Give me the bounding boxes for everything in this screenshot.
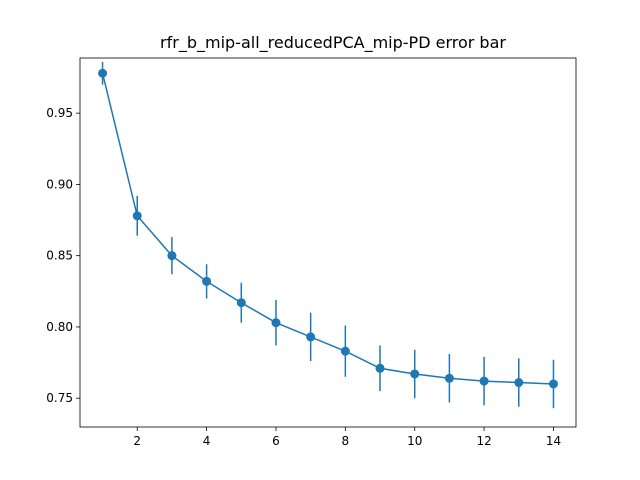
data-point	[271, 318, 281, 328]
data-point	[340, 346, 350, 356]
y-tick-label: 0.95	[46, 106, 73, 120]
data-point	[306, 332, 316, 342]
data-point	[236, 298, 246, 308]
x-tick-label: 6	[272, 434, 280, 448]
data-point	[167, 251, 177, 261]
y-tick-label: 0.80	[46, 320, 73, 334]
data-point	[202, 276, 212, 286]
x-tick-label: 12	[476, 434, 491, 448]
x-tick-label: 2	[133, 434, 141, 448]
x-axis: 2 4 6 8 10 12 14	[133, 427, 561, 448]
series-line	[101, 73, 554, 385]
data-point	[514, 378, 524, 388]
data-point	[410, 369, 420, 379]
axes-frame	[79, 57, 577, 428]
data-point	[444, 373, 454, 383]
data-point	[479, 376, 489, 386]
chart-title: rfr_b_mip-all_reducedPCA_mip-PD error ba…	[160, 33, 506, 53]
data-point	[375, 363, 385, 373]
x-tick-label: 4	[203, 434, 211, 448]
plot-area	[98, 61, 558, 409]
x-tick-label: 8	[342, 434, 350, 448]
data-point	[132, 211, 142, 221]
y-tick-label: 0.75	[46, 391, 73, 405]
y-tick-label: 0.90	[46, 177, 73, 191]
data-point	[548, 379, 558, 389]
x-tick-label: 14	[546, 434, 561, 448]
x-tick-label: 10	[407, 434, 422, 448]
y-tick-label: 0.85	[46, 249, 73, 263]
data-point	[98, 68, 108, 78]
y-axis: 0.75 0.80 0.85 0.90 0.95	[46, 106, 80, 405]
